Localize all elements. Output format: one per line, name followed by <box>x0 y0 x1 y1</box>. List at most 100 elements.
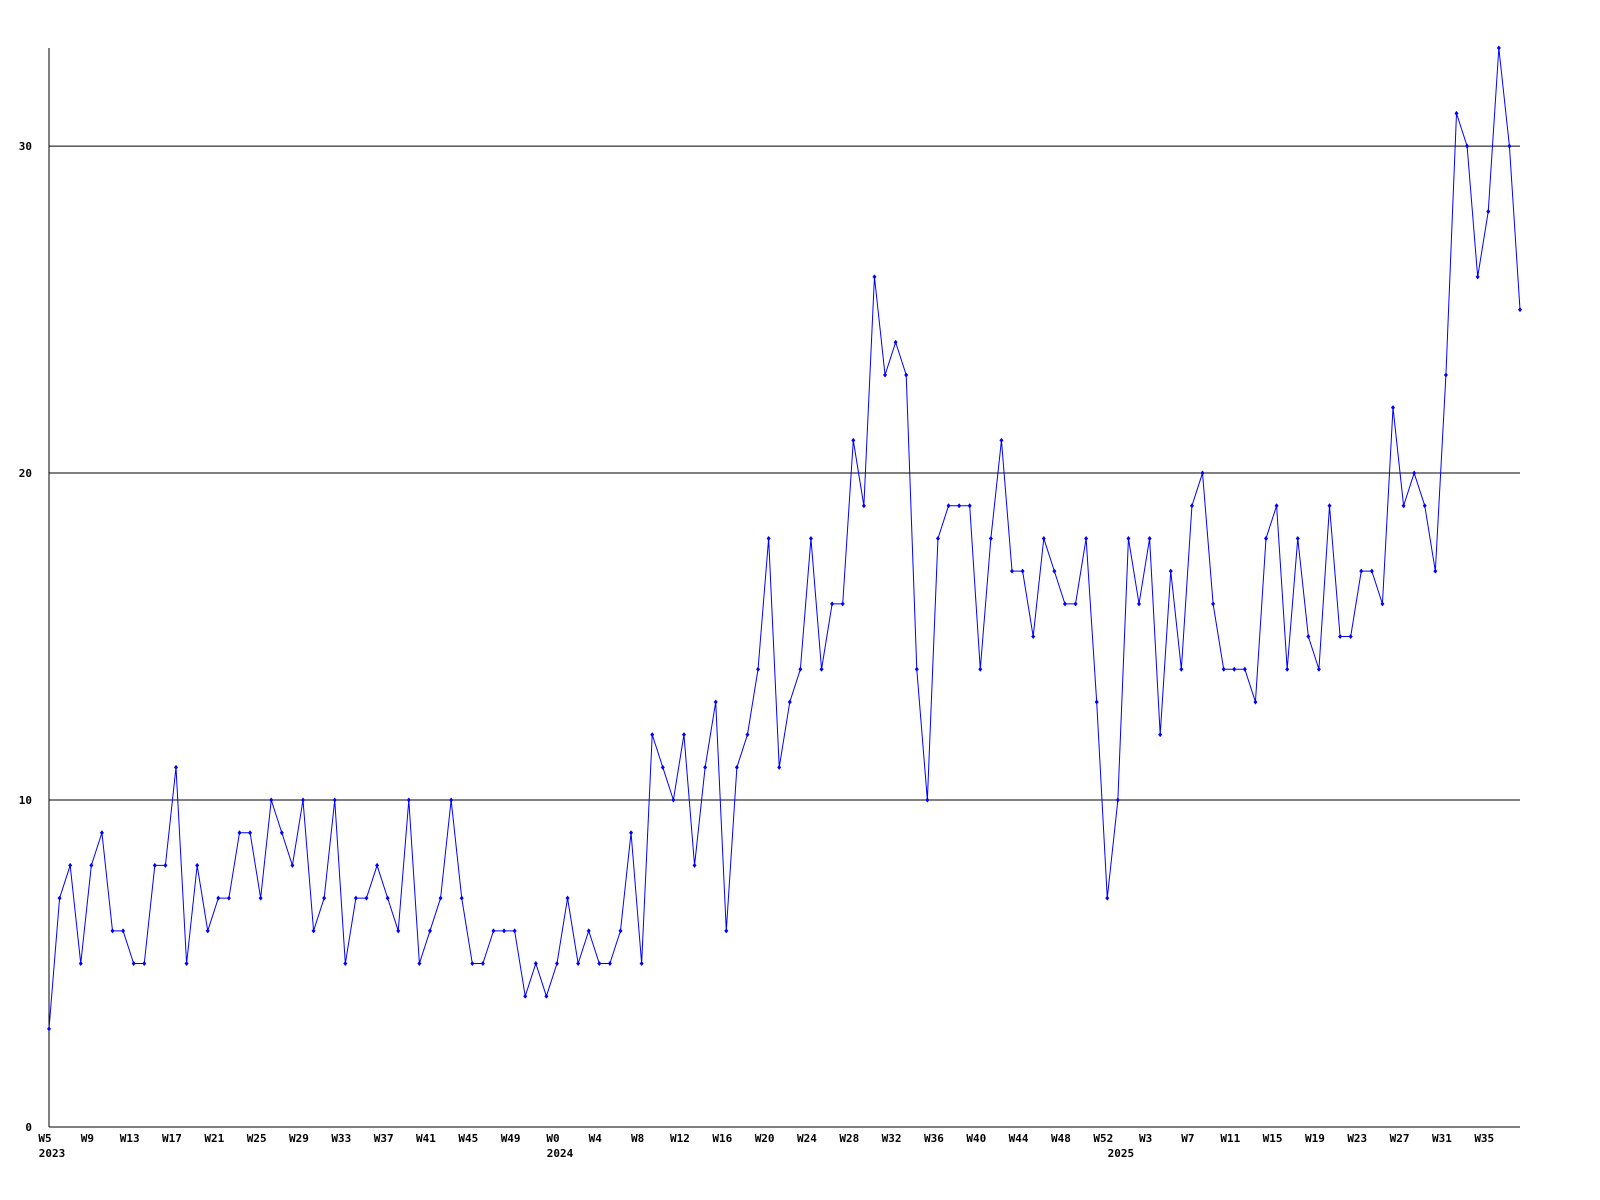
y-tick-label: 10 <box>19 794 32 807</box>
y-tick-label: 0 <box>25 1121 32 1134</box>
x-tick-label: W15 <box>1263 1132 1283 1145</box>
data-point <box>618 928 623 934</box>
x-tick-label: W28 <box>839 1132 859 1145</box>
data-point <box>1242 666 1247 672</box>
data-point <box>692 862 697 868</box>
data-point <box>110 928 115 934</box>
data-point <box>925 797 930 803</box>
y-tick-label: 30 <box>19 140 32 153</box>
data-point <box>1010 568 1015 574</box>
x-tick-label: W25 <box>247 1132 267 1145</box>
data-point <box>1189 503 1194 509</box>
data-point <box>173 764 178 770</box>
data-point <box>1062 601 1067 607</box>
data-point <box>279 830 284 836</box>
data-point <box>311 928 316 934</box>
data-point <box>1327 503 1332 509</box>
data-point <box>1221 666 1226 672</box>
data-point <box>523 993 528 999</box>
data-point <box>1200 470 1205 476</box>
data-point <box>1285 666 1290 672</box>
x-tick-label: W16 <box>712 1132 732 1145</box>
x-tick-label: W11 <box>1220 1132 1240 1145</box>
data-point <box>1253 699 1258 705</box>
data-point <box>533 961 538 967</box>
data-point <box>544 993 549 999</box>
data-point <box>1518 307 1522 313</box>
data-point <box>1158 732 1163 738</box>
x-tick-label: W52 <box>1093 1132 1113 1145</box>
data-point <box>1380 601 1385 607</box>
data-point <box>205 928 210 934</box>
x-tick-label: W37 <box>374 1132 394 1145</box>
data-point <box>480 961 485 967</box>
data-point <box>999 437 1004 443</box>
x-tick-label: W8 <box>631 1132 644 1145</box>
data-point <box>904 372 909 378</box>
data-point <box>660 764 665 770</box>
data-point <box>1348 634 1353 640</box>
data-point <box>1073 601 1078 607</box>
data-point <box>1295 535 1300 541</box>
data-point <box>1126 535 1131 541</box>
data-point <box>1306 634 1311 640</box>
data-point <box>427 928 432 934</box>
data-point <box>1137 601 1142 607</box>
x-tick-label: W33 <box>331 1132 351 1145</box>
data-point <box>1454 110 1459 116</box>
x-tick-label: W21 <box>204 1132 224 1145</box>
data-point <box>713 699 718 705</box>
data-point <box>883 372 888 378</box>
data-point <box>195 862 200 868</box>
data-point <box>491 928 496 934</box>
data-point <box>406 797 411 803</box>
x-tick-label: W3 <box>1139 1132 1152 1145</box>
data-point <box>131 961 136 967</box>
data-point <box>766 535 771 541</box>
data-point <box>300 797 305 803</box>
data-point <box>1496 45 1501 51</box>
data-point <box>554 961 559 967</box>
data-point <box>639 961 644 967</box>
data-point <box>1094 699 1099 705</box>
data-point <box>364 895 369 901</box>
data-point <box>957 503 962 509</box>
data-point <box>1433 568 1438 574</box>
data-point <box>89 862 94 868</box>
data-point <box>163 862 168 868</box>
x-tick-label: W31 <box>1432 1132 1452 1145</box>
data-point <box>650 732 655 738</box>
x-tick-label: W29 <box>289 1132 309 1145</box>
data-point <box>269 797 274 803</box>
data-point <box>459 895 464 901</box>
data-point <box>142 961 147 967</box>
data-point <box>1475 274 1480 280</box>
x-tick-label: W19 <box>1305 1132 1325 1145</box>
data-point <box>1232 666 1237 672</box>
data-point <box>1147 535 1152 541</box>
data-point <box>502 928 507 934</box>
data-point <box>470 961 475 967</box>
data-point <box>629 830 634 836</box>
x-year-label: 2023 <box>39 1147 66 1160</box>
x-tick-label: W9 <box>81 1132 94 1145</box>
data-point <box>216 895 221 901</box>
data-point <box>152 862 157 868</box>
data-point <box>851 437 856 443</box>
data-point <box>68 862 73 868</box>
data-point <box>808 535 813 541</box>
data-point <box>967 503 972 509</box>
data-point <box>1115 797 1120 803</box>
data-point <box>671 797 676 803</box>
data-point <box>1486 208 1491 214</box>
x-tick-label: W17 <box>162 1132 182 1145</box>
data-point <box>745 732 750 738</box>
data-point <box>734 764 739 770</box>
x-tick-label: W45 <box>458 1132 478 1145</box>
data-point <box>512 928 517 934</box>
data-point <box>258 895 263 901</box>
x-year-label: 2025 <box>1108 1147 1135 1160</box>
x-tick-label: W20 <box>755 1132 775 1145</box>
data-point <box>787 699 792 705</box>
